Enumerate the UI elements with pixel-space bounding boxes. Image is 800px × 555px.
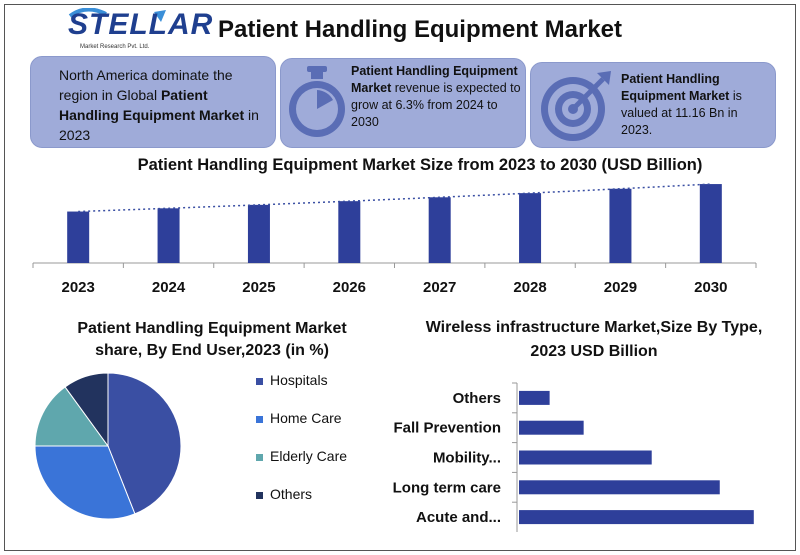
x-tick-label: 2029 xyxy=(604,279,637,296)
logo-subtitle: Market Research Pvt. Ltd. xyxy=(80,44,150,50)
info-card-value: Patient Handling Equipment Market is val… xyxy=(530,62,776,148)
x-tick-label: 2027 xyxy=(423,279,456,296)
card-text: Patient Handling Equipment Market is val… xyxy=(621,71,771,139)
card-text: Patient Handling Equipment Market revenu… xyxy=(351,63,523,131)
x-tick-label: 2024 xyxy=(152,279,186,296)
card-text-run: Patient Handling Equipment Market xyxy=(351,64,518,95)
hbar-mobility- xyxy=(519,450,652,465)
info-card-growth: Patient Handling Equipment Market revenu… xyxy=(280,58,526,148)
legend-label: Elderly Care xyxy=(270,448,347,464)
hbar-long-term-care xyxy=(519,480,720,495)
bar-2027 xyxy=(428,197,451,263)
legend-label: Hospitals xyxy=(270,372,328,388)
legend-swatch xyxy=(256,378,263,385)
bar-chart-title: Patient Handling Equipment Market Size f… xyxy=(137,156,703,174)
target-icon xyxy=(541,71,611,141)
bar-2028 xyxy=(519,193,542,263)
x-tick-label: 2028 xyxy=(513,279,546,296)
bar-2024 xyxy=(157,208,180,263)
pie-slice-hospitals xyxy=(107,372,182,515)
y-tick-label: Mobility... xyxy=(433,450,501,467)
hbar-others xyxy=(519,390,550,405)
card-text-run: Patient Handling Equipment Market xyxy=(621,72,730,103)
pie-slice-others xyxy=(64,372,109,448)
logo-wordmark: STELLAR xyxy=(68,8,214,41)
trendline xyxy=(78,183,711,213)
bar-2026 xyxy=(338,201,361,263)
stopwatch-icon xyxy=(289,66,345,137)
bar-2023 xyxy=(67,211,90,263)
y-tick-label: Others xyxy=(453,390,501,407)
x-tick-label: 2025 xyxy=(242,279,275,296)
infographic-frame xyxy=(4,4,796,551)
x-tick-label: 2023 xyxy=(62,279,95,296)
bar-2029 xyxy=(609,188,632,263)
hbar-acute-and- xyxy=(519,510,754,525)
bar-2025 xyxy=(247,204,270,263)
legend-swatch xyxy=(256,454,263,461)
card-text-run: is valued at 11.16 Bn in 2023. xyxy=(621,89,742,137)
card-text-run: in 2023 xyxy=(59,107,259,143)
page-title: Patient Handling Equipment Market xyxy=(217,16,623,43)
legend-label: Home Care xyxy=(270,410,342,426)
y-tick-label: Long term care xyxy=(393,479,501,496)
pie-chart-title: Patient Handling Equipment Market share,… xyxy=(77,320,347,359)
card-text: North America dominate the region in Glo… xyxy=(59,65,269,145)
y-tick-label: Fall Prevention xyxy=(393,420,501,437)
bar-2030 xyxy=(699,184,722,263)
pie-slice-home-care xyxy=(34,445,136,520)
pie-slice-elderly-care xyxy=(34,386,109,447)
hbar-chart-title: Wireless infrastructure Market,Size By T… xyxy=(425,319,763,360)
y-tick-label: Acute and... xyxy=(416,509,501,526)
legend-swatch xyxy=(256,492,263,499)
info-card-region: North America dominate the region in Glo… xyxy=(30,56,276,148)
logo-swoosh xyxy=(68,8,166,22)
legend-swatch xyxy=(256,416,263,423)
x-tick-label: 2030 xyxy=(694,279,727,296)
x-tick-label: 2026 xyxy=(333,279,366,296)
stellar-logo: STELLAR Market Research Pvt. Ltd. xyxy=(66,8,212,54)
card-text-run: North America dominate the region in Glo… xyxy=(59,67,233,103)
card-text-run: revenue is expected to grow at 6.3% from… xyxy=(351,81,521,129)
hbar-fall-prevention xyxy=(519,420,584,435)
card-text-run: Patient Handling Equipment Market xyxy=(59,87,245,123)
legend-label: Others xyxy=(270,486,312,502)
